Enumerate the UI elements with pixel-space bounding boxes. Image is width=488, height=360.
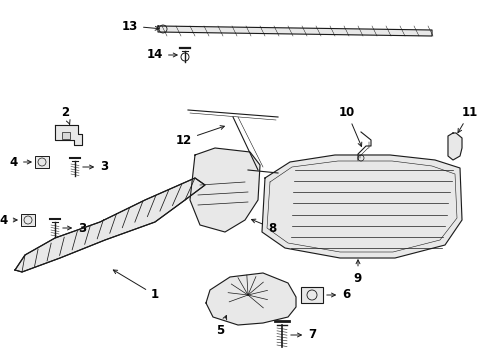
Bar [21,214,35,226]
Text: 10: 10 [338,105,361,147]
Bar [62,132,70,139]
Text: 1: 1 [113,270,159,302]
Text: 11: 11 [457,105,477,133]
Polygon shape [205,273,295,325]
Text: 8: 8 [251,219,276,234]
Text: 3: 3 [62,221,86,234]
FancyBboxPatch shape [301,287,323,303]
Text: 3: 3 [82,161,108,174]
Text: 13: 13 [122,19,159,32]
Text: 12: 12 [175,126,224,147]
Text: 9: 9 [353,260,362,284]
Text: 2: 2 [61,105,70,124]
Text: 4: 4 [10,156,31,168]
Polygon shape [447,133,461,160]
Polygon shape [158,26,431,36]
Polygon shape [262,155,461,258]
Text: 7: 7 [290,328,315,342]
Polygon shape [190,148,260,232]
Text: 4: 4 [0,213,17,226]
Text: 6: 6 [326,288,349,302]
Polygon shape [15,178,204,272]
Text: 5: 5 [215,315,226,337]
Text: 14: 14 [146,49,177,62]
Polygon shape [55,125,82,145]
Bar [35,156,49,168]
